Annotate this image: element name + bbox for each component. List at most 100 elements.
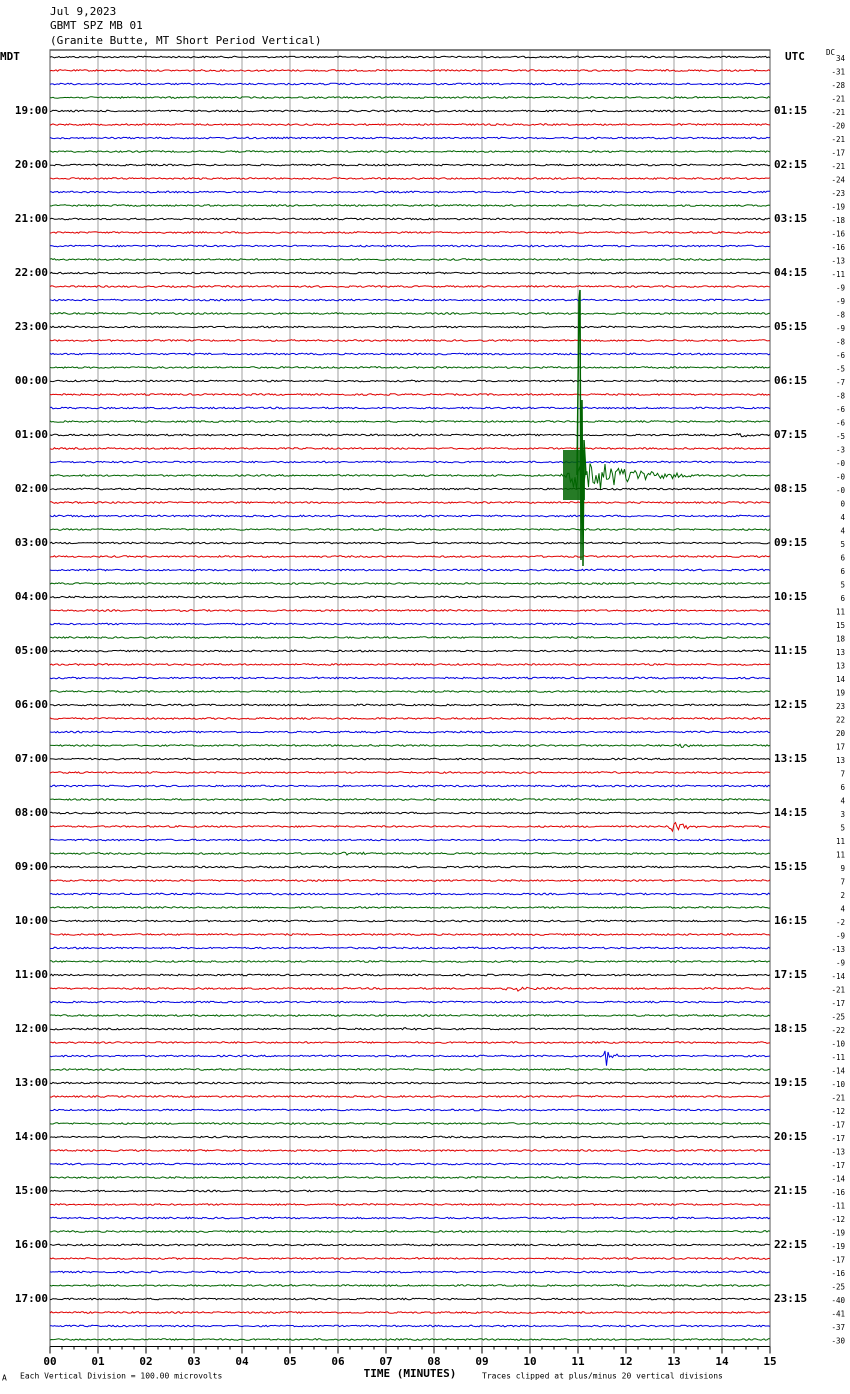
trace [49, 622, 771, 626]
trace [49, 123, 771, 126]
dc-offset: 5 [840, 540, 845, 549]
trace [49, 1041, 771, 1044]
trace [49, 649, 771, 653]
trace [49, 636, 771, 640]
trace [49, 1270, 771, 1274]
dc-offset: 11 [836, 608, 845, 617]
dc-offset: -10 [831, 1080, 845, 1089]
dc-offset: -9 [836, 297, 845, 306]
x-tick-label: 09 [475, 1355, 488, 1368]
dc-offset: -14 [831, 1067, 845, 1076]
location: (Granite Butte, MT Short Period Vertical… [50, 34, 322, 47]
right-hour-label: 11:15 [774, 644, 807, 657]
right-hour-label: 12:15 [774, 698, 807, 711]
left-hour-label: 04:00 [15, 590, 48, 603]
dc-offset: -16 [831, 1269, 845, 1278]
dc-offset: 11 [836, 851, 845, 860]
dc-offset: -5 [836, 432, 845, 441]
event-burst [563, 450, 585, 500]
x-axis-title: TIME (MINUTES) [364, 1367, 457, 1380]
trace [49, 1284, 771, 1287]
left-hour-label: 23:00 [15, 320, 48, 333]
dc-offset: 4 [840, 527, 845, 536]
trace [49, 1310, 771, 1314]
trace [49, 68, 771, 72]
trace [49, 406, 771, 410]
trace [49, 1243, 771, 1247]
dc-offset: -23 [831, 189, 845, 198]
dc-offset: -11 [831, 270, 845, 279]
dc-offset: -12 [831, 1107, 845, 1116]
trace [49, 892, 771, 896]
dc-offset: -7 [836, 378, 845, 387]
plot-frame [49, 49, 771, 1347]
dc-offset: -41 [831, 1310, 845, 1319]
dc-offset: 9 [840, 864, 845, 873]
trace [49, 1027, 771, 1031]
dc-offset: -22 [831, 1026, 845, 1035]
trace [49, 514, 771, 518]
dc-offset: 15 [836, 621, 845, 630]
dc-offset: -21 [831, 108, 845, 117]
trace [49, 568, 771, 572]
dc-offset: -14 [831, 1175, 845, 1184]
right-hour-label: 08:15 [774, 482, 807, 495]
dc-offset: 4 [840, 513, 845, 522]
dc-offset: -37 [831, 1323, 845, 1332]
trace [49, 366, 771, 369]
dc-offset: 22 [836, 716, 845, 725]
x-tick-label: 07 [379, 1355, 392, 1368]
dc-offset: 19 [836, 689, 845, 698]
dc-offset: -5 [836, 365, 845, 374]
trace [49, 784, 771, 788]
left-hour-label: 01:00 [15, 428, 48, 441]
dc-title: DC [826, 48, 835, 57]
dc-offset: 0 [840, 500, 845, 509]
trace [49, 946, 771, 950]
left-hour-label: 22:00 [15, 266, 48, 279]
left-hour-label: 19:00 [15, 104, 48, 117]
trace [49, 352, 771, 356]
dc-offset: -8 [836, 338, 846, 347]
right-hour-label: 06:15 [774, 374, 807, 387]
dc-offset: -16 [831, 243, 845, 252]
right-hour-label: 20:15 [774, 1130, 807, 1143]
right-hour-label: 03:15 [774, 212, 807, 225]
left-hour-label: 07:00 [15, 752, 48, 765]
trace [49, 1338, 771, 1341]
trace [49, 325, 771, 329]
dc-offset: -21 [831, 135, 845, 144]
trace [49, 757, 771, 761]
right-hour-label: 07:15 [774, 428, 807, 441]
trace [49, 1175, 771, 1179]
dc-offset: -14 [831, 972, 845, 981]
dc-offset: 4 [840, 797, 845, 806]
right-hour-label: 10:15 [774, 590, 807, 603]
trace [49, 1162, 771, 1166]
dc-offset: -9 [836, 284, 845, 293]
trace [50, 501, 771, 504]
left-axis-title: MDT [0, 50, 20, 63]
right-hour-label: 17:15 [774, 968, 807, 981]
dc-offset: -0 [836, 486, 846, 495]
trace [49, 865, 771, 869]
dc-offset: -12 [831, 1215, 845, 1224]
trace [49, 1189, 771, 1193]
trace [49, 244, 771, 248]
dc-offset: -21 [831, 95, 845, 104]
dc-offset: -6 [836, 419, 846, 428]
x-tick-label: 02 [139, 1355, 152, 1368]
trace [49, 163, 771, 167]
trace [49, 906, 771, 909]
dc-offset: 6 [840, 567, 845, 576]
left-hour-label: 05:00 [15, 644, 48, 657]
dc-offset: 5 [840, 581, 845, 590]
dc-offset: -17 [831, 1121, 845, 1130]
dc-offset: -20 [831, 122, 845, 131]
dc-offset: 4 [840, 905, 845, 914]
right-hour-label: 05:15 [774, 320, 807, 333]
trace [49, 1135, 771, 1139]
dc-offset: 34 [836, 54, 846, 63]
dc-offset: -17 [831, 999, 845, 1008]
trace [49, 1081, 771, 1085]
